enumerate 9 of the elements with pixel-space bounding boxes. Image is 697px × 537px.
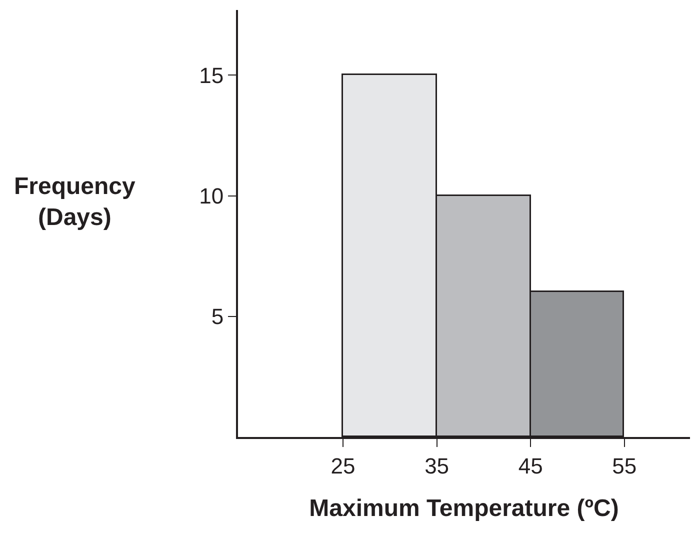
y-tick-label: 5 — [211, 304, 224, 330]
x-tick-label: 45 — [518, 453, 543, 478]
x-tick-label: 25 — [330, 453, 356, 478]
x-axis-title: Maximum Temperature (ºC) — [309, 495, 619, 522]
y-tick-label: 10 — [199, 183, 224, 208]
x-tick-label: 55 — [612, 453, 637, 478]
y-axis-title: Frequency (Days) — [14, 173, 136, 232]
y-tick-label: 15 — [199, 62, 224, 88]
x-tick-label: 35 — [424, 453, 450, 478]
